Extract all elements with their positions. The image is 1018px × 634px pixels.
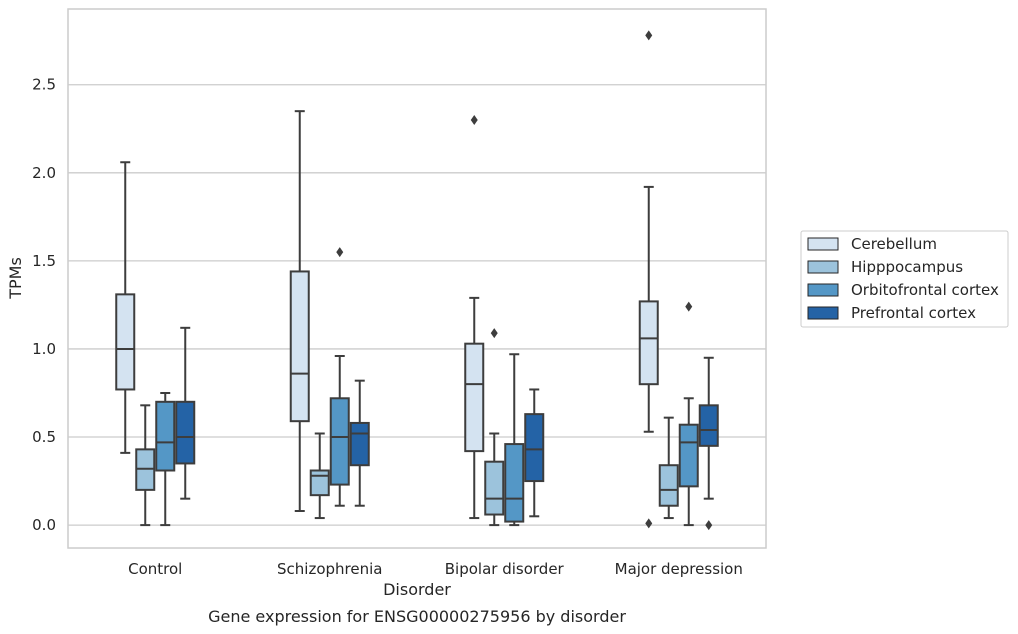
legend-label: Hipppocampus [851, 258, 963, 276]
box-orbitofrontal-cortex [504, 353, 525, 527]
box-iqr [484, 460, 505, 516]
y-tick-labels: 0.0 0.5 1.0 1.5 2.0 2.5 [32, 76, 56, 534]
y-tick-label: 1.5 [32, 252, 56, 270]
outlier-point [336, 247, 344, 258]
box-iqr [678, 423, 699, 488]
box-hipppocampus [484, 328, 505, 527]
y-tick-label: 0.5 [32, 428, 56, 446]
legend-swatch [807, 260, 839, 274]
box-iqr [524, 413, 545, 483]
legend-label: Cerebellum [851, 235, 937, 253]
chart-caption: Gene expression for ENSG00000275956 by d… [208, 607, 626, 626]
box-iqr [175, 400, 196, 465]
box-cerebellum [638, 30, 659, 529]
box-hipppocampus [135, 404, 156, 527]
box-orbitofrontal-cortex [678, 301, 699, 527]
box-hipppocampus [658, 416, 679, 520]
box-cerebellum [464, 114, 485, 520]
x-tick-labels: Control Schizophrenia Bipolar disorder Majo… [128, 560, 743, 578]
box-hipppocampus [309, 432, 330, 520]
x-axis-title: Disorder [383, 580, 451, 599]
x-tick-label: Schizophrenia [277, 560, 382, 578]
x-tick-label: Bipolar disorder [445, 560, 565, 578]
box-iqr [504, 443, 525, 523]
plot-area-frame [67, 8, 767, 549]
outlier-point [490, 328, 498, 339]
legend-label: Orbitofrontal cortex [851, 281, 999, 299]
legend-frame [800, 230, 1009, 328]
legend-swatch [807, 237, 839, 251]
boxes [115, 30, 719, 531]
outlier-point [705, 520, 713, 531]
box-iqr [115, 293, 136, 391]
y-axis-title: TPMs [6, 257, 25, 300]
legend-swatch [807, 306, 839, 320]
box-prefrontal-cortex [524, 388, 545, 518]
x-tick-label: Control [128, 560, 182, 578]
legend-swatch [807, 283, 839, 297]
box-iqr [309, 469, 330, 497]
box-iqr [658, 464, 679, 507]
box-cerebellum [115, 161, 136, 454]
box-prefrontal-cortex [175, 326, 196, 500]
outlier-point [645, 518, 653, 529]
box-orbitofrontal-cortex [329, 247, 350, 507]
outlier-point [470, 114, 478, 125]
box-iqr [464, 342, 485, 453]
x-tick-label: Major depression [615, 560, 743, 578]
box-prefrontal-cortex [698, 356, 719, 531]
box-prefrontal-cortex [349, 379, 370, 507]
y-tick-label: 2.0 [32, 164, 56, 182]
box-orbitofrontal-cortex [155, 391, 176, 527]
box-iqr [329, 397, 350, 486]
outlier-point [685, 301, 693, 312]
legend: Cerebellum Hipppocampus Orbitofrontal cort… [800, 230, 1009, 328]
box-iqr [289, 270, 310, 423]
y-tick-label: 2.5 [32, 76, 56, 94]
box-iqr [349, 421, 370, 467]
box-iqr [638, 300, 659, 386]
outlier-point [645, 30, 653, 41]
box-cerebellum [289, 110, 310, 513]
y-tick-label: 1.0 [32, 340, 56, 358]
y-tick-label: 0.0 [32, 516, 56, 534]
box-iqr [698, 404, 719, 447]
box-iqr [155, 400, 176, 472]
legend-label: Prefrontal cortex [851, 304, 976, 322]
